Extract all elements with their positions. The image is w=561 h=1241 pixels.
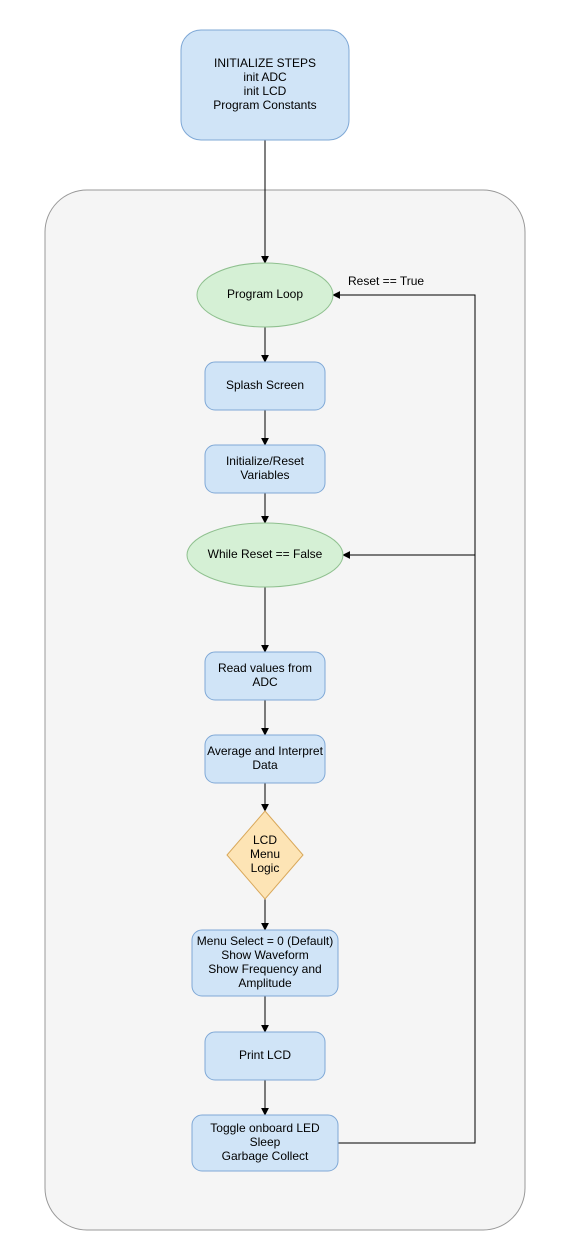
svg-text:Program Loop: Program Loop xyxy=(227,287,303,301)
node-splash-label: Splash Screen xyxy=(226,378,304,392)
svg-text:Program Constants: Program Constants xyxy=(213,98,316,112)
node-menu-label: LCDMenuLogic xyxy=(250,833,280,875)
edge-e12-label: Reset == True xyxy=(348,274,424,288)
flowchart-canvas: INITIALIZE STEPSinit ADCinit LCDProgram … xyxy=(0,0,561,1241)
svg-text:Logic: Logic xyxy=(251,861,280,875)
svg-text:Variables: Variables xyxy=(240,468,289,482)
svg-text:Show Frequency and: Show Frequency and xyxy=(208,962,321,976)
svg-text:Menu: Menu xyxy=(250,847,280,861)
svg-text:Garbage Collect: Garbage Collect xyxy=(222,1149,309,1163)
svg-text:Average and Interpret: Average and Interpret xyxy=(207,744,324,758)
svg-text:INITIALIZE STEPS: INITIALIZE STEPS xyxy=(214,56,316,70)
svg-text:Initialize/Reset: Initialize/Reset xyxy=(226,454,305,468)
svg-text:init ADC: init ADC xyxy=(243,70,287,84)
svg-text:Menu Select = 0 (Default): Menu Select = 0 (Default) xyxy=(197,934,333,948)
svg-text:Splash Screen: Splash Screen xyxy=(226,378,304,392)
svg-text:Amplitude: Amplitude xyxy=(238,976,292,990)
svg-text:Toggle onboard LED: Toggle onboard LED xyxy=(210,1121,320,1135)
svg-text:ADC: ADC xyxy=(252,675,278,689)
svg-text:Show Waveform: Show Waveform xyxy=(221,948,309,962)
svg-text:Sleep: Sleep xyxy=(250,1135,281,1149)
node-loop-label: Program Loop xyxy=(227,287,303,301)
svg-text:init LCD: init LCD xyxy=(244,84,287,98)
node-while-label: While Reset == False xyxy=(208,547,323,561)
svg-text:Read values from: Read values from xyxy=(218,661,312,675)
svg-text:LCD: LCD xyxy=(253,833,277,847)
svg-text:Data: Data xyxy=(252,758,278,772)
svg-text:Print LCD: Print LCD xyxy=(239,1048,291,1062)
svg-text:While Reset == False: While Reset == False xyxy=(208,547,323,561)
node-print-label: Print LCD xyxy=(239,1048,291,1062)
